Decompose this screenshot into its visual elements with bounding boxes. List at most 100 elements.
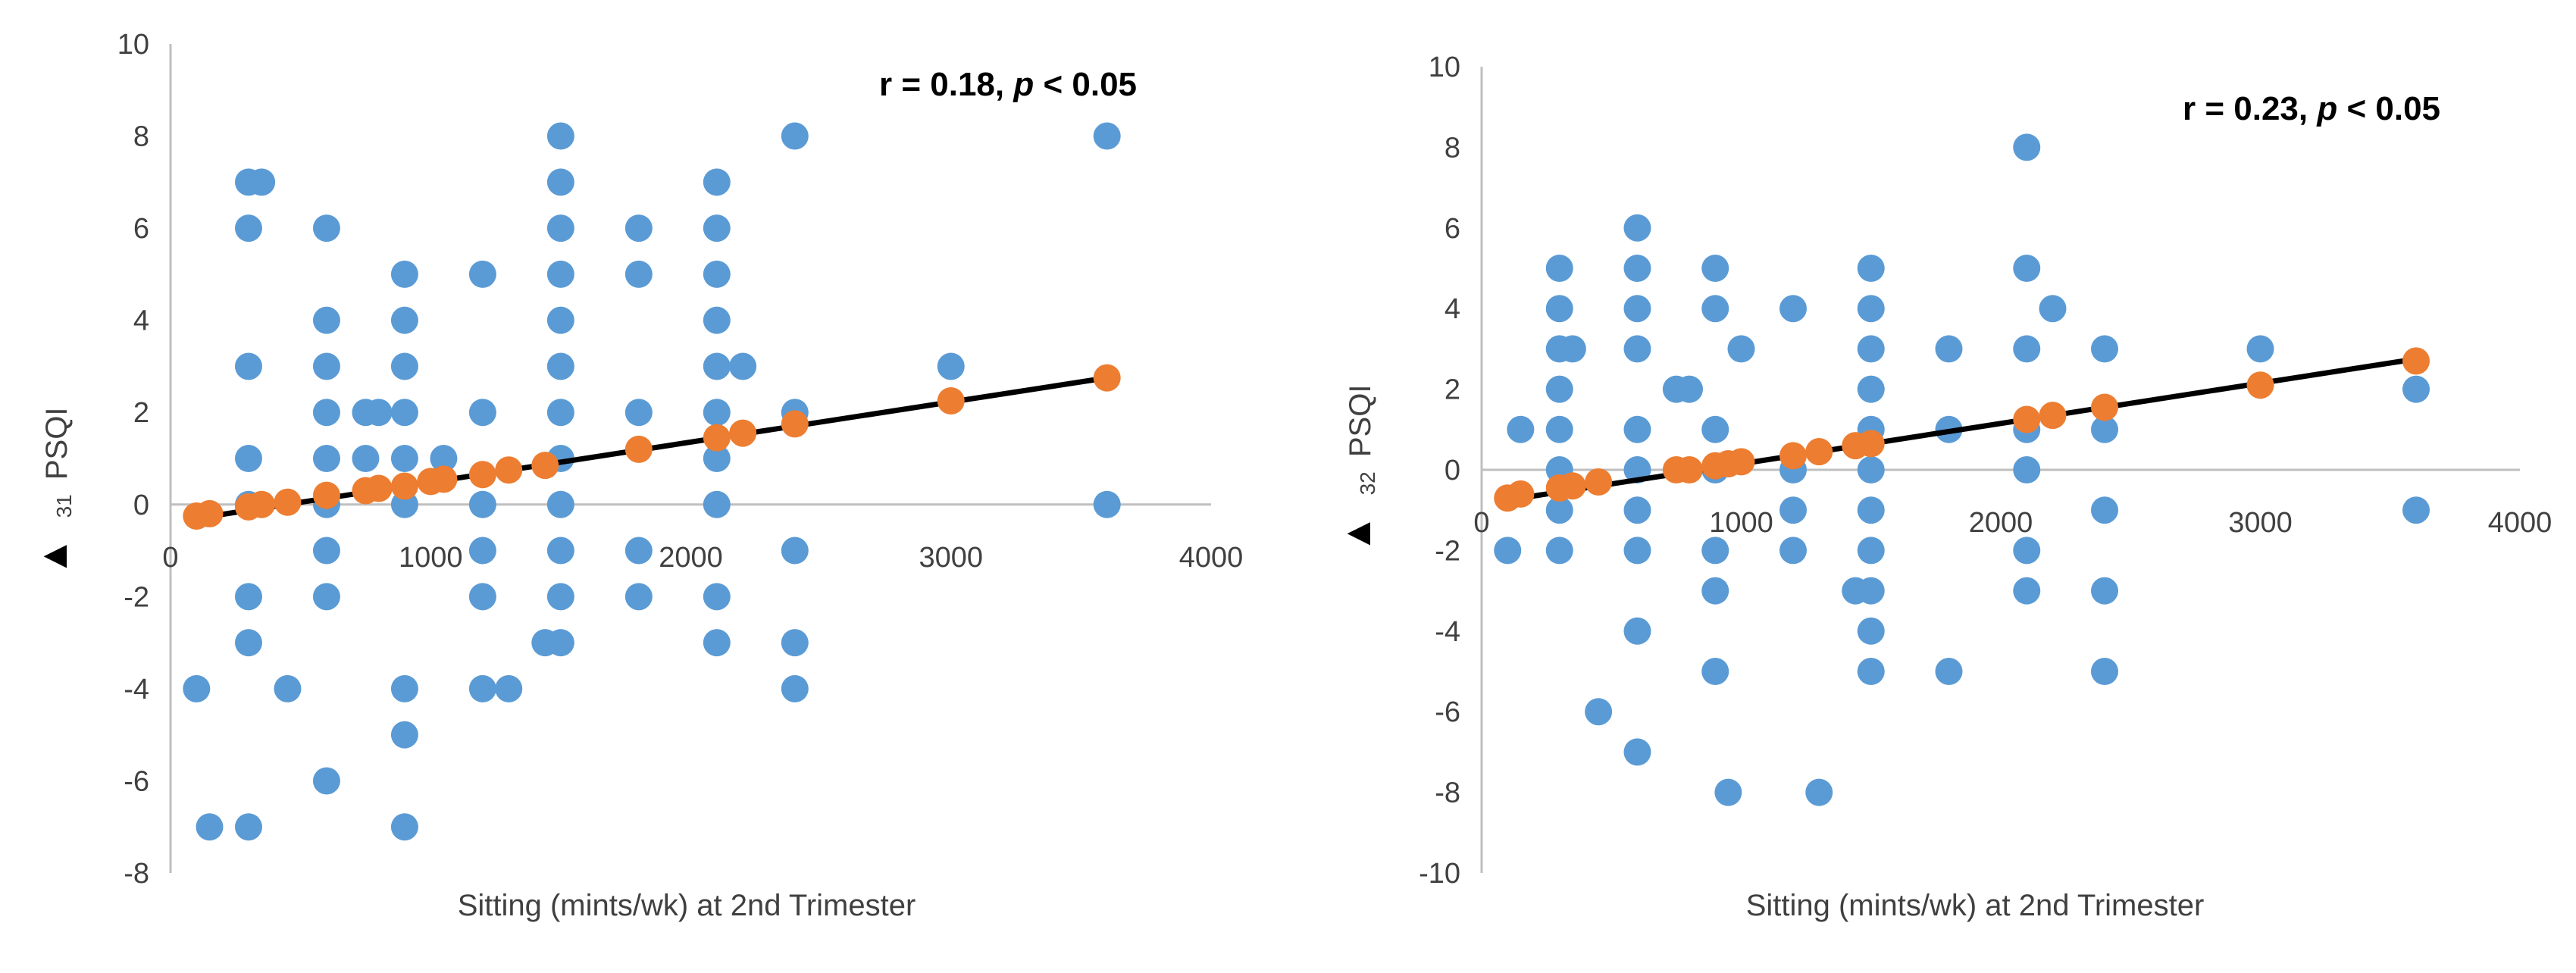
right-observed-point: [1701, 255, 1729, 282]
left-observed-point: [546, 168, 574, 196]
left-observed-point: [312, 214, 340, 242]
left-observed-point: [390, 721, 418, 749]
left-observed-point: [312, 352, 340, 380]
right-predicted-point: [1558, 472, 1586, 500]
left-observed-point: [468, 399, 496, 427]
left-observed-point: [781, 537, 809, 565]
chart-right-x-axis-label: Sitting (mints/wk) at 2nd Trimester: [1746, 889, 2205, 922]
left-observed-point: [546, 214, 574, 242]
left-observed-point: [624, 214, 653, 242]
right-observed-point: [1701, 658, 1729, 685]
right-observed-point: [1857, 496, 1885, 524]
left-observed-point: [729, 352, 757, 380]
left-observed-point: [546, 490, 574, 518]
right-predicted-point: [2091, 393, 2118, 421]
left-predicted-point: [937, 387, 965, 415]
left-predicted-point: [196, 499, 224, 527]
left-observed-point: [312, 537, 340, 565]
left-observed-point: [312, 445, 340, 472]
left-predicted-point: [365, 474, 393, 502]
right-observed-point: [1727, 335, 1755, 363]
chart-left-y-text: PSQI: [40, 408, 74, 480]
right-y-tick-label: -4: [1435, 616, 1460, 648]
left-predicted-point: [781, 410, 809, 438]
left-observed-point: [390, 813, 418, 841]
right-x-tick-label: 3000: [2228, 507, 2293, 539]
right-y-tick-label: 4: [1445, 293, 1460, 325]
right-observed-point: [1545, 295, 1573, 323]
chart-left-ticks: -8 -6 -4 -2 0 2 4 6 8 10 0 1000 2000 3000 4000: [117, 29, 1244, 890]
right-observed-point: [1507, 415, 1535, 443]
left-observed-point: [312, 583, 340, 611]
left-observed-point: [390, 306, 418, 334]
right-observed-point: [1623, 214, 1651, 242]
left-observed-point: [468, 260, 496, 288]
left-y-tick-label: -6: [124, 765, 149, 797]
right-observed-point: [2246, 335, 2274, 363]
left-observed-point: [703, 445, 731, 472]
left-observed-point: [624, 583, 653, 611]
right-observed-point: [2013, 255, 2041, 282]
right-observed-point: [1779, 537, 1807, 565]
left-observed-point: [546, 260, 574, 288]
right-observed-point: [1714, 778, 1742, 806]
right-observed-point: [1545, 375, 1573, 403]
left-observed-point: [312, 399, 340, 427]
left-y-tick-label: 4: [133, 305, 149, 337]
left-predicted-point: [703, 424, 731, 452]
left-y-tick-label: -8: [124, 858, 149, 890]
right-x-tick-label: 2000: [1969, 507, 2033, 539]
right-y-tick-label: 0: [1445, 455, 1460, 486]
left-observed-point: [703, 629, 731, 657]
right-observed-point: [1623, 617, 1651, 645]
right-observed-point: [2091, 415, 2118, 443]
left-observed-point: [624, 399, 653, 427]
left-observed-point: [781, 674, 809, 702]
left-y-tick-label: 8: [133, 121, 149, 153]
right-observed-point: [2091, 496, 2118, 524]
right-observed-point: [2013, 335, 2041, 363]
left-observed-point: [274, 674, 302, 702]
right-observed-point: [1545, 537, 1573, 565]
right-predicted-point: [1779, 442, 1807, 470]
left-observed-point: [546, 629, 574, 657]
left-observed-point: [703, 583, 731, 611]
left-observed-point: [234, 629, 262, 657]
right-observed-point: [1857, 537, 1885, 565]
right-predicted-point: [2246, 371, 2274, 399]
left-predicted-point: [312, 481, 340, 509]
left-predicted-point: [248, 490, 276, 518]
left-predicted-point: [624, 435, 653, 463]
left-observed-point: [703, 214, 731, 242]
left-predicted-point: [531, 452, 559, 480]
left-observed-point: [468, 490, 496, 518]
left-observed-point: [546, 583, 574, 611]
left-observed-point: [703, 168, 731, 196]
right-observed-point: [1623, 738, 1651, 766]
right-observed-point: [1545, 415, 1573, 443]
right-observed-point: [1857, 375, 1885, 403]
svg-text:▲ 32 PSQI: ▲ 32 PSQI: [1335, 385, 1382, 553]
right-observed-point: [1545, 496, 1573, 524]
right-observed-point: [1676, 375, 1703, 403]
right-observed-point: [2091, 658, 2118, 685]
right-observed-point: [1779, 496, 1807, 524]
left-observed-point: [546, 306, 574, 334]
right-observed-point: [1805, 778, 1833, 806]
left-x-tick-label: 1000: [399, 542, 463, 574]
right-predicted-point: [1727, 448, 1755, 476]
left-observed-point: [312, 767, 340, 795]
right-observed-point: [1623, 537, 1651, 565]
right-observed-point: [1857, 295, 1885, 323]
right-predicted-point: [2013, 405, 2041, 433]
left-y-tick-label: 6: [133, 213, 149, 245]
chart-right-axes: [1480, 67, 2520, 873]
right-observed-point: [1935, 658, 1963, 685]
right-observed-point: [2013, 577, 2041, 605]
chart-left-correlation-annotation: r = 0.18, p < 0.05: [879, 66, 1137, 103]
right-observed-point: [1585, 698, 1613, 726]
left-observed-point: [1093, 122, 1121, 150]
left-observed-point: [183, 674, 211, 702]
left-observed-point: [1093, 490, 1121, 518]
left-x-tick-label: 0: [162, 542, 178, 574]
